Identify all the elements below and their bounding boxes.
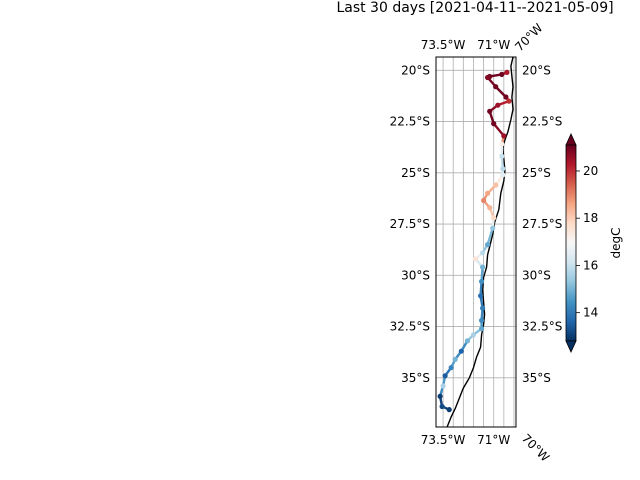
latitude-label: 20°S bbox=[401, 63, 430, 77]
longitude-labels-bottom: 73.5°W 71°W 70°W bbox=[421, 431, 553, 464]
observation-point bbox=[491, 215, 497, 221]
colorbar-extend-max-arrow bbox=[565, 133, 577, 146]
latitude-label: 32.5°S bbox=[390, 320, 430, 334]
observation-point bbox=[487, 205, 493, 211]
latitude-label: 30°S bbox=[522, 268, 551, 282]
latitude-label: 22.5°S bbox=[390, 115, 430, 129]
observation-point bbox=[437, 393, 443, 399]
observation-point bbox=[504, 69, 510, 75]
observation-point bbox=[491, 121, 497, 127]
observation-point bbox=[440, 383, 446, 389]
observation-point bbox=[446, 407, 452, 413]
observation-point bbox=[499, 141, 505, 147]
observation-point bbox=[495, 102, 501, 108]
colorbar-tick-label: 14 bbox=[583, 306, 598, 320]
observation-point bbox=[479, 326, 485, 332]
observation-point bbox=[485, 74, 491, 81]
latitude-label: 27.5°S bbox=[522, 217, 562, 231]
map-frame bbox=[435, 56, 517, 428]
coastline bbox=[446, 56, 514, 428]
colorbar: 14 16 18 20 degC bbox=[565, 133, 623, 353]
latitude-label: 22.5°S bbox=[522, 115, 562, 129]
observation-point bbox=[500, 172, 506, 178]
observation-point bbox=[458, 348, 464, 354]
observation-point bbox=[480, 250, 486, 256]
colorbar-label: degC bbox=[609, 228, 623, 259]
observation-point bbox=[448, 365, 454, 371]
observation-point bbox=[480, 264, 486, 270]
latitude-label: 25°S bbox=[522, 166, 551, 180]
observation-point bbox=[499, 71, 505, 77]
observation-point bbox=[487, 108, 493, 114]
map-panel bbox=[435, 56, 517, 428]
latitude-label: 35°S bbox=[522, 371, 551, 385]
latitude-labels-left: 20°S 22.5°S 25°S 27.5°S 30°S 32.5°S 35°S bbox=[390, 63, 430, 384]
observation-point bbox=[479, 317, 485, 323]
longitude-label: 73.5°W bbox=[421, 38, 466, 52]
observation-point bbox=[442, 373, 448, 379]
observation-point bbox=[501, 133, 507, 139]
observation-points bbox=[437, 69, 512, 413]
longitude-label: 71°W bbox=[477, 38, 510, 52]
observation-point bbox=[499, 153, 505, 159]
chart-title: Last 30 days [2021-04-11--2021-05-09] bbox=[336, 0, 613, 16]
colorbar-tick-label: 16 bbox=[583, 258, 598, 272]
observation-point bbox=[490, 225, 496, 231]
observation-point bbox=[464, 338, 470, 344]
latitude-label: 30°S bbox=[401, 268, 430, 282]
longitude-labels-top: 73.5°W 71°W 70°W bbox=[421, 21, 546, 54]
observation-point bbox=[485, 242, 491, 248]
longitude-label: 71°W bbox=[477, 433, 510, 447]
observation-point bbox=[439, 403, 445, 410]
colorbar-tick-label: 18 bbox=[583, 211, 598, 225]
colorbar-extend-min-arrow bbox=[565, 340, 577, 353]
colorbar-ticks: 14 16 18 20 bbox=[576, 164, 598, 320]
observation-point bbox=[452, 356, 458, 362]
observation-point bbox=[506, 98, 512, 104]
track-segment bbox=[492, 122, 506, 138]
observation-point bbox=[470, 332, 477, 338]
colorbar-gradient bbox=[565, 144, 577, 342]
observation-point bbox=[493, 182, 499, 188]
latitude-label: 20°S bbox=[522, 63, 551, 77]
track-segment bbox=[486, 226, 494, 246]
longitude-label: 70°W bbox=[512, 21, 545, 54]
observation-point bbox=[479, 278, 485, 285]
latitude-label: 32.5°S bbox=[522, 320, 562, 334]
observation-point bbox=[493, 84, 499, 90]
observation-point bbox=[500, 166, 506, 172]
colorbar-tick-label: 20 bbox=[583, 164, 598, 178]
observation-point bbox=[503, 94, 509, 100]
latitude-label: 35°S bbox=[401, 371, 430, 385]
latitude-label: 27.5°S bbox=[390, 217, 430, 231]
observation-point bbox=[480, 305, 486, 311]
observation-point bbox=[478, 293, 484, 299]
observation-point bbox=[485, 190, 491, 196]
observation-point bbox=[472, 256, 479, 262]
longitude-label: 70°W bbox=[519, 431, 552, 464]
latitude-label: 25°S bbox=[401, 166, 430, 180]
longitude-label: 73.5°W bbox=[421, 433, 466, 447]
observation-point bbox=[481, 197, 487, 204]
latitude-labels-right: 20°S 22.5°S 25°S 27.5°S 30°S 32.5°S 35°S bbox=[522, 63, 562, 384]
